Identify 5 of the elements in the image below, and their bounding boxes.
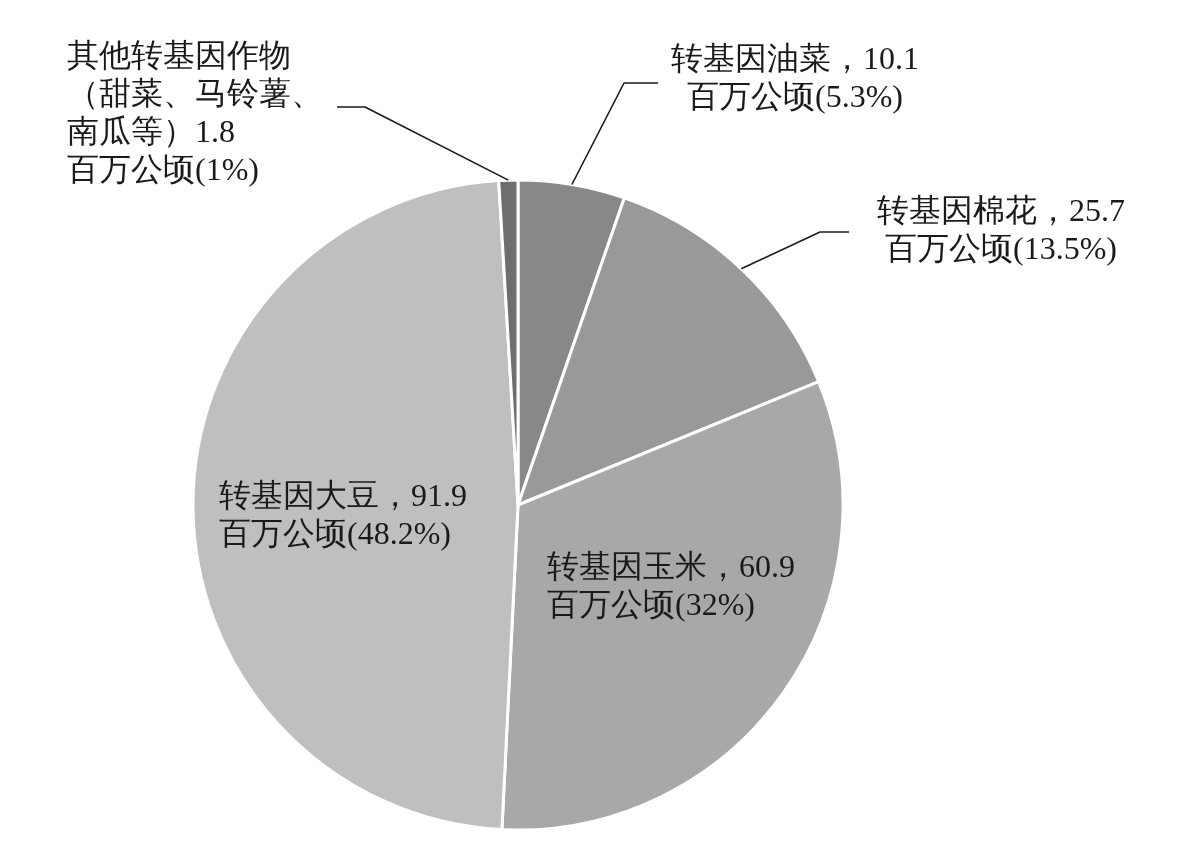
slice-label: 转基因玉米，60.9 百万公顷(32%) [547,548,795,623]
slice-label: 转基因油菜，10.1 百万公顷(5.3%) [671,40,919,115]
slice-label: 其他转基因作物（甜菜、马铃薯、南瓜等）1.8 百万公顷(1%) [67,37,323,188]
slice-label: 转基因大豆，91.9 百万公顷(48.2%) [219,477,467,552]
slice-label: 转基因棉花，25.7 百万公顷(13.5%) [877,192,1125,267]
